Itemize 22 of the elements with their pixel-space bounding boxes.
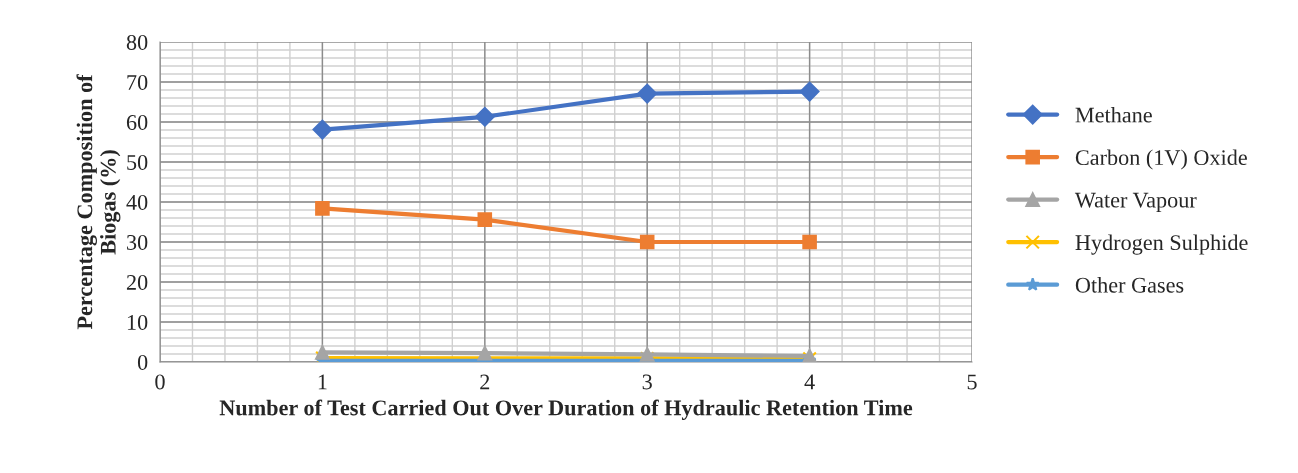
y-tick-label: 0 <box>137 354 148 370</box>
y-tick-label: 30 <box>127 234 148 250</box>
legend-label: Other Gases <box>1075 277 1184 293</box>
x-axis-title: Number of Test Carried Out Over Duration of Hydraulic Retention Time <box>219 399 913 420</box>
x-tick-label: 1 <box>318 374 327 390</box>
x-tick-label: 5 <box>967 374 977 390</box>
y-tick-label: 80 <box>126 34 148 50</box>
legend-label: Methane <box>1075 106 1152 123</box>
y-tick-label: 50 <box>127 154 148 170</box>
y-tick-label: 60 <box>126 114 148 130</box>
x-tick-label: 2 <box>480 374 490 390</box>
x-tick-label: 0 <box>155 374 165 390</box>
legend-label: Hydrogen Sulphide <box>1075 234 1248 255</box>
y-axis-title: Percentage Composition of Biogas (%) <box>76 74 121 330</box>
y-tick-label: 10 <box>127 314 148 330</box>
x-tick-label: 3 <box>642 374 652 390</box>
legend-label: Water Vapour <box>1074 192 1197 213</box>
y-tick-label: 40 <box>126 194 148 210</box>
legend-label: Carbon (1V) Oxide <box>1075 149 1247 170</box>
y-tick-label: 20 <box>126 274 148 290</box>
y-tick-label: 70 <box>127 74 148 90</box>
x-tick-label: 4 <box>804 374 815 390</box>
